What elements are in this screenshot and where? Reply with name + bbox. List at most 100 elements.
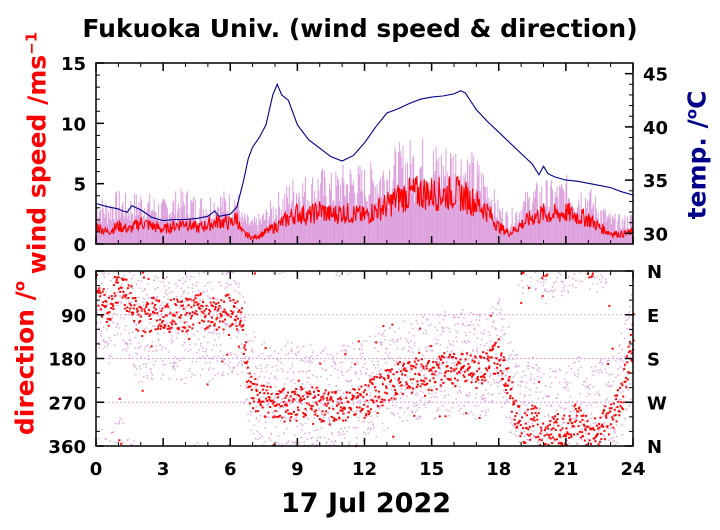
direction-mean-point — [466, 369, 469, 372]
direction-mean-point — [434, 381, 437, 384]
direction-cloud-point — [258, 375, 261, 378]
direction-mean-point — [320, 396, 323, 399]
direction-mean-point — [279, 414, 282, 417]
direction-mean-point — [195, 301, 198, 304]
direction-cloud-point — [225, 322, 227, 325]
direction-cloud-point — [351, 385, 353, 387]
direction-cloud-point — [309, 383, 312, 386]
direction-cloud-point — [267, 404, 269, 406]
direction-mean-point — [193, 304, 196, 307]
direction-cloud-point — [375, 436, 377, 438]
direction-cloud-point — [329, 400, 331, 402]
direction-mean-point — [552, 427, 555, 430]
direction-cloud-point — [316, 444, 318, 446]
direction-cloud-point — [603, 435, 605, 437]
direction-mean-point — [419, 379, 422, 382]
direction-cloud-point — [154, 288, 157, 290]
direction-cloud-point — [358, 348, 360, 350]
direction-mean-point — [144, 312, 147, 315]
direction-cloud-point — [103, 340, 105, 342]
direction-cloud-point — [534, 271, 536, 274]
direction-cloud-point — [507, 377, 509, 380]
direction-cloud-point — [624, 323, 627, 325]
direction-cloud-point — [385, 407, 388, 409]
direction-cloud-point — [516, 354, 518, 356]
direction-cloud-point — [615, 376, 617, 378]
direction-mean-point — [236, 317, 239, 320]
direction-cloud-point — [451, 407, 453, 409]
direction-cloud-point — [200, 374, 202, 377]
direction-mean-point — [278, 389, 281, 392]
direction-cloud-point — [301, 383, 304, 385]
direction-cloud-point — [493, 382, 496, 384]
direction-cloud-point — [519, 381, 522, 383]
direction-mean-point — [334, 390, 337, 393]
ytick-direction-label: 360 — [48, 437, 86, 458]
direction-cloud-point — [348, 381, 350, 383]
direction-cloud-point — [206, 328, 208, 331]
direction-mean-point — [131, 313, 134, 316]
direction-cloud-point — [541, 438, 543, 440]
direction-mean-point — [496, 371, 499, 374]
direction-cloud-point — [594, 369, 596, 372]
direction-mean-point — [564, 433, 567, 436]
direction-cloud-point — [615, 424, 618, 426]
direction-cloud-point — [603, 422, 605, 424]
direction-mean-point — [335, 418, 338, 421]
direction-mean-point — [483, 356, 486, 359]
direction-cloud-point — [112, 321, 114, 324]
direction-cloud-point — [446, 350, 449, 353]
direction-cloud-point — [462, 322, 464, 325]
direction-mean-point — [198, 307, 201, 310]
direction-cloud-point — [280, 361, 282, 364]
direction-mean-point — [569, 418, 572, 421]
direction-mean-point — [149, 313, 152, 316]
direction-cloud-point — [366, 340, 368, 342]
direction-cloud-point — [278, 407, 280, 409]
direction-cloud-point — [610, 426, 612, 428]
direction-mean-point — [432, 361, 435, 364]
direction-mean-point — [562, 417, 565, 420]
direction-cloud-point — [607, 427, 609, 429]
direction-mean-point — [235, 325, 238, 328]
direction-cloud-point — [291, 441, 294, 443]
direction-cloud-point — [213, 331, 215, 333]
direction-cloud-point — [544, 288, 547, 290]
direction-cloud-point — [133, 321, 135, 324]
direction-cloud-point — [587, 392, 590, 395]
direction-mean-point — [229, 299, 232, 302]
direction-cloud-point — [308, 369, 310, 372]
direction-mean-point — [194, 294, 197, 297]
direction-mean-point — [122, 290, 125, 293]
direction-cloud-point — [121, 349, 124, 352]
direction-cloud-point — [532, 430, 534, 432]
direction-cloud-point — [130, 443, 132, 445]
direction-mean-point — [125, 278, 128, 281]
direction-cloud-point — [530, 276, 533, 279]
direction-mean-point — [438, 415, 441, 418]
direction-cloud-point — [139, 346, 141, 348]
direction-mean-point — [537, 412, 540, 415]
direction-cloud-point — [514, 365, 517, 368]
direction-mean-point — [391, 323, 394, 326]
direction-cloud-point — [221, 373, 223, 376]
direction-cloud-point — [485, 342, 488, 344]
direction-cloud-point — [513, 425, 515, 428]
direction-cloud-point — [283, 432, 285, 434]
direction-cloud-point — [412, 351, 414, 353]
direction-cloud-point — [330, 365, 333, 368]
direction-cloud-point — [355, 371, 357, 373]
direction-cloud-point — [494, 327, 497, 329]
direction-cloud-point — [211, 357, 214, 360]
direction-mean-point — [577, 410, 580, 413]
direction-cloud-point — [525, 274, 527, 276]
direction-mean-point — [388, 369, 391, 372]
direction-mean-point — [422, 367, 425, 370]
direction-cloud-point — [556, 397, 558, 399]
direction-mean-point — [398, 361, 401, 364]
direction-mean-point — [557, 424, 560, 427]
direction-mean-point — [163, 326, 166, 329]
direction-cloud-point — [398, 385, 400, 387]
direction-cloud-point — [531, 401, 533, 403]
direction-cloud-point — [396, 348, 399, 350]
